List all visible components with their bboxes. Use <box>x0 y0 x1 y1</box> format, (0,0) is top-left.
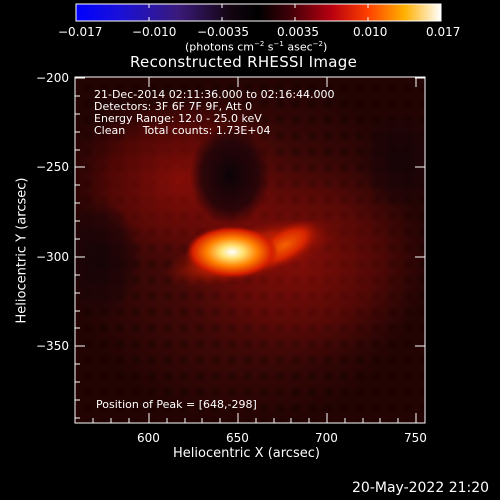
colorbar-tick-label: −0.0035 <box>197 25 250 39</box>
colorbar-units: (photons cm−2 s−1 asec−2) <box>185 40 328 54</box>
x-tick-label: 650 <box>226 431 249 445</box>
peak-position-label: Position of Peak = [648,-298] <box>96 398 257 411</box>
x-axis-ticks <box>92 77 417 423</box>
colorbar-frame <box>75 3 442 22</box>
colorbar-tick-label: 0.017 <box>426 25 461 39</box>
y-tick-label: −200 <box>36 71 69 85</box>
plot-frame <box>74 76 426 424</box>
x-axis-title: Heliocentric X (arcsec) <box>173 446 320 461</box>
method-counts-label: Clean Total counts: 1.73E+04 <box>94 124 271 137</box>
colorbar-tick-label: −0.017 <box>58 25 103 39</box>
y-tick-label: −250 <box>36 160 69 174</box>
x-tick-label: 700 <box>315 431 338 445</box>
y-tick-label: −300 <box>36 250 69 264</box>
y-axis-title: Heliocentric Y (arcsec) <box>14 177 30 324</box>
colorbar <box>75 3 442 22</box>
colorbar-gradient <box>76 4 441 21</box>
footer-timestamp: 20-May-2022 21:20 <box>352 480 490 496</box>
colorbar-tick-label: 0.0035 <box>277 25 319 39</box>
y-axis-ticks <box>75 77 425 419</box>
x-tick-label: 750 <box>404 431 427 445</box>
plot-title: Reconstructed RHESSI Image <box>130 53 358 71</box>
time-range-label: 21-Dec-2014 02:11:36.000 to 02:16:44.000 <box>94 88 335 101</box>
detectors-label: Detectors: 3F 6F 7F 9F, Att 0 <box>94 100 253 113</box>
colorbar-ticks <box>75 4 442 21</box>
image-area <box>75 77 425 423</box>
colorbar-tick-label: −0.010 <box>132 25 177 39</box>
colorbar-tick-label: 0.010 <box>353 25 388 39</box>
x-tick-label: 600 <box>137 431 160 445</box>
y-tick-label: −350 <box>36 339 69 353</box>
energy-range-label: Energy Range: 12.0 - 25.0 keV <box>94 112 262 125</box>
